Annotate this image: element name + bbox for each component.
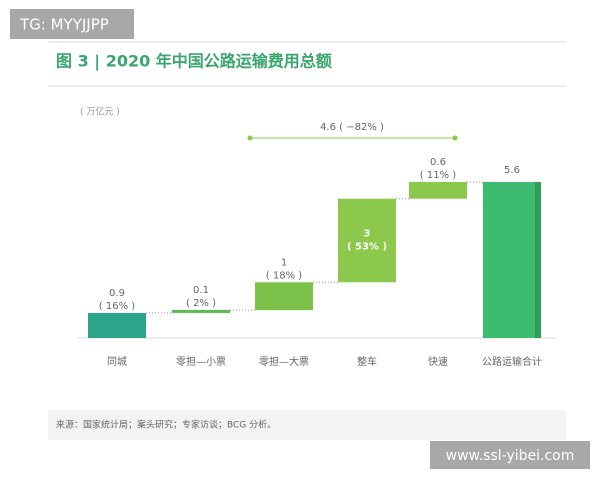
unit-label: ( 万亿元 )	[80, 106, 120, 118]
value-label: 0.6	[430, 157, 446, 168]
share-label: ( 16% )	[99, 301, 135, 312]
x-tick-label: 公路运输合计	[482, 355, 542, 368]
bar	[338, 198, 396, 283]
value-label: 1	[281, 257, 287, 268]
watermark: TG: MYYJJPP	[19, 16, 109, 34]
share-label: ( 11% )	[420, 170, 456, 181]
source-box	[48, 410, 566, 440]
share-label: ( 53% )	[347, 242, 387, 253]
annotation-dot	[247, 135, 253, 141]
x-tick-label: 零担—小票	[176, 356, 226, 368]
share-label: ( 2% )	[186, 298, 216, 309]
value-label: 0.1	[193, 285, 209, 296]
watermark: www.ssl-yibei.com	[446, 448, 575, 464]
chart-title: 图 3 | 2020 年中国公路运输费用总额	[56, 52, 332, 72]
bar	[255, 282, 313, 311]
value-label: 5.6	[504, 165, 520, 176]
bar	[409, 182, 467, 199]
value-label: 3	[364, 229, 371, 240]
watermark-box	[430, 441, 590, 469]
source: 来源：国家统计局；案头研究；专家访谈；BCG 分析。	[56, 419, 276, 431]
bar	[88, 312, 146, 338]
bar	[483, 182, 541, 338]
annotation-dot	[452, 135, 458, 141]
watermark-box	[10, 9, 134, 39]
x-tick-label: 零担—大票	[259, 355, 309, 368]
bar-edge	[535, 182, 541, 338]
annotation: 4.6 ( −82% )	[320, 122, 384, 133]
x-tick-label: 同城	[107, 356, 127, 368]
bar	[172, 309, 230, 313]
value-label: 0.9	[109, 288, 125, 299]
x-tick-label: 整车	[357, 355, 377, 368]
share-label: ( 18% )	[266, 270, 302, 281]
x-tick-label: 快速	[428, 356, 448, 368]
